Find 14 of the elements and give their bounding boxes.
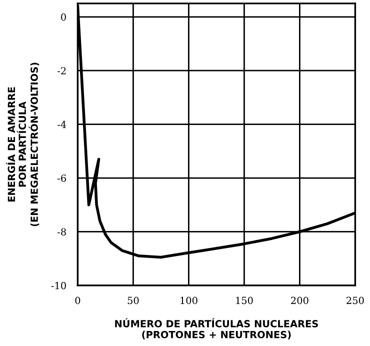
x-tick-label: 0 bbox=[75, 296, 80, 304]
y-tick-label: -6 bbox=[58, 174, 66, 182]
x-axis-title: NÚMERO DE PARTÍCULAS NUCLEARES (PROTONES + NEUTRONES) bbox=[115, 318, 318, 340]
y-tick-label: -2 bbox=[58, 67, 66, 74]
y-tick-label: -10 bbox=[51, 282, 66, 290]
y-tick-label: 0 bbox=[61, 13, 66, 21]
y-tick-label: -4 bbox=[58, 120, 66, 128]
x-tick-label: 250 bbox=[346, 296, 364, 304]
y-tick-label: -8 bbox=[58, 228, 66, 236]
x-tick-label: 150 bbox=[236, 296, 253, 304]
x-tick-label: 50 bbox=[128, 296, 139, 304]
y-axis-title: ENERGÍA DE AMARRE POR PARTÍCULA (EN MEGAELECTRÓN-VOLTIOS) bbox=[6, 62, 40, 226]
x-tick-label: 200 bbox=[291, 296, 308, 304]
x-tick-label: 100 bbox=[180, 296, 198, 304]
